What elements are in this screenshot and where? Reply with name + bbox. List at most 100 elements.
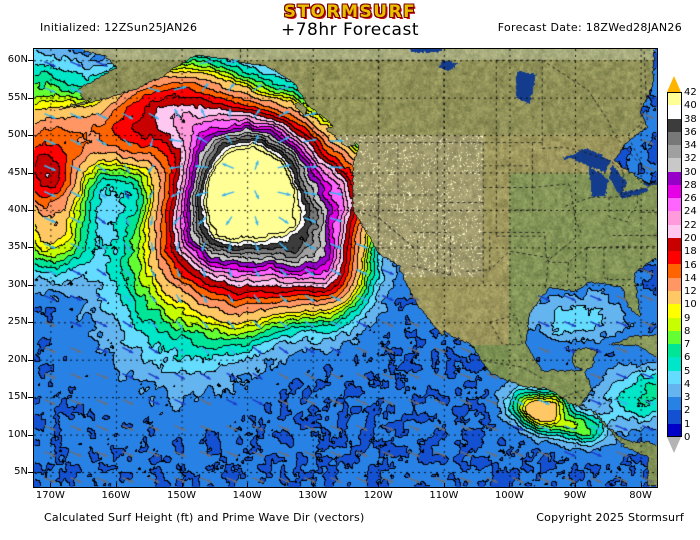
colorbar-swatch[interactable] (667, 370, 682, 384)
colorbar-tick-label: 16 (684, 259, 697, 271)
lon-tick-label: 80W (629, 490, 652, 501)
lat-tick-mark (28, 284, 33, 286)
colorbar-tick-label: 8 (684, 325, 691, 337)
lon-tick-mark (509, 483, 511, 488)
colorbar-swatch[interactable] (667, 237, 682, 252)
lat-tick-label: 60N (7, 54, 28, 66)
lat-tick-label: 45N (7, 166, 28, 178)
colorbar-tick-label: 28 (684, 179, 697, 191)
colorbar-swatch[interactable] (667, 397, 682, 411)
colorbar-tick-label: 9 (684, 312, 691, 324)
lat-tick-mark (28, 209, 33, 211)
colorbar-tick-label: 3 (684, 392, 691, 404)
colorbar-swatch[interactable] (667, 344, 682, 358)
colorbar-swatch[interactable] (667, 423, 682, 437)
lon-tick-label: 130W (298, 490, 328, 501)
lat-tick-label: 40N (7, 203, 28, 215)
forecast-hour-title: +78hr Forecast (281, 20, 419, 40)
colorbar-swatch[interactable] (667, 330, 682, 345)
lat-tick-label: 10N (7, 428, 28, 440)
colorbar-swatch[interactable] (667, 357, 682, 371)
lat-tick-label: 15N (7, 391, 28, 403)
colorbar-swatch[interactable] (667, 290, 682, 305)
colorbar-tick-label: 20 (684, 232, 697, 244)
lon-tick-mark (640, 483, 642, 488)
colorbar-tick-label: 36 (684, 126, 697, 138)
lat-tick-mark (28, 359, 33, 361)
lat-tick-mark (28, 472, 33, 474)
colorbar-swatch[interactable] (667, 171, 682, 185)
colorbar-swatch[interactable] (667, 92, 682, 106)
lon-tick-label: 120W (363, 490, 393, 501)
colorbar-swatch[interactable] (667, 264, 682, 278)
colorbar-swatch[interactable] (667, 383, 682, 398)
colorbar-swatch[interactable] (667, 131, 682, 146)
colorbar-swatch[interactable] (667, 105, 682, 119)
lat-tick-label: 55N (7, 91, 28, 103)
lat-tick-mark (28, 434, 33, 436)
colorbar-tick-label: 24 (684, 206, 697, 218)
lon-tick-mark (50, 483, 52, 488)
lon-tick-label: 160W (101, 490, 131, 501)
lat-tick-label: 20N (7, 353, 28, 365)
colorbar-swatch[interactable] (667, 198, 682, 212)
lon-tick-label: 170W (35, 490, 65, 501)
colorbar-tick-label: 14 (684, 272, 697, 284)
colorbar-tick-label: 22 (684, 219, 697, 231)
colorbar-over-arrow (667, 76, 681, 92)
colorbar-swatch[interactable] (667, 211, 682, 225)
colorbar-swatch[interactable] (667, 184, 682, 199)
colorbar[interactable] (667, 92, 682, 437)
lon-tick-label: 90W (563, 490, 587, 501)
lon-tick-label: 110W (429, 490, 459, 501)
colorbar-under-arrow (667, 437, 681, 453)
colorbar-tick-label: 4 (684, 378, 691, 390)
colorbar-tick-label: 18 (684, 246, 697, 258)
lat-tick-mark (28, 247, 33, 249)
colorbar-tick-label: 7 (684, 339, 691, 351)
colorbar-tick-label: 26 (684, 193, 697, 205)
colorbar-swatch[interactable] (667, 304, 682, 318)
lat-tick-mark (28, 60, 33, 62)
lat-tick-mark (28, 397, 33, 399)
colorbar-tick-label: 6 (684, 352, 691, 364)
lat-tick-label: 50N (7, 129, 28, 141)
colorbar-tick-label: 38 (684, 113, 697, 125)
colorbar-swatch[interactable] (667, 224, 682, 238)
lat-tick-label: 25N (7, 316, 28, 328)
colorbar-swatch[interactable] (667, 118, 682, 132)
colorbar-tick-label: 10 (684, 299, 697, 311)
colorbar-swatch[interactable] (667, 251, 682, 265)
colorbar-tick-label: 1 (684, 418, 691, 430)
colorbar-tick-label: 30 (684, 166, 697, 178)
lat-tick-label: 30N (7, 278, 28, 290)
lat-tick-mark (28, 97, 33, 99)
lon-tick-mark (181, 483, 183, 488)
copyright-notice: Copyright 2025 Stormsurf (536, 511, 684, 524)
colorbar-tick-label: 5 (684, 365, 691, 377)
forecast-date-label: Forecast Date: 18ZWed28JAN26 (497, 21, 682, 34)
lat-tick-mark (28, 172, 33, 174)
colorbar-tick-label: 32 (684, 153, 697, 165)
colorbar-swatch[interactable] (667, 277, 682, 291)
colorbar-swatch[interactable] (667, 158, 682, 172)
lat-tick-mark (28, 322, 33, 324)
lon-tick-mark (443, 483, 445, 488)
colorbar-tick-label: 12 (684, 286, 697, 298)
colorbar-swatch[interactable] (667, 410, 682, 424)
map-canvas (34, 49, 657, 487)
lon-tick-label: 140W (232, 490, 262, 501)
colorbar-swatch[interactable] (667, 317, 682, 331)
colorbar-tick-label: 42 (684, 87, 697, 98)
surf-height-map[interactable] (33, 48, 658, 488)
colorbar-swatch[interactable] (667, 145, 682, 159)
lon-tick-label: 100W (494, 490, 524, 501)
lon-tick-mark (115, 483, 117, 488)
lat-tick-label: 5N (14, 466, 28, 478)
lat-tick-label: 35N (7, 241, 28, 253)
lat-tick-mark (28, 135, 33, 137)
lon-tick-mark (378, 483, 380, 488)
initialized-label: Initialized: 12ZSun25JAN26 (40, 21, 198, 34)
colorbar-tick-label: 40 (684, 100, 697, 112)
